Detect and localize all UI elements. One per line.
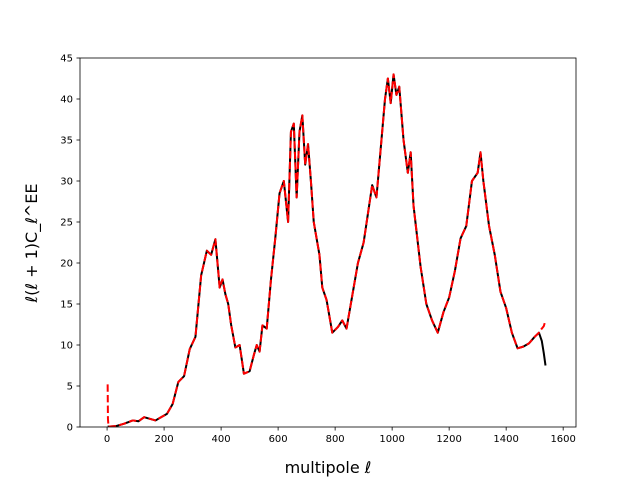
plot-frame bbox=[79, 57, 577, 428]
y-tick-label: 25 bbox=[60, 218, 73, 229]
series-layer bbox=[106, 73, 547, 427]
x-tick-label: 1200 bbox=[436, 434, 461, 445]
y-tick-label: 35 bbox=[60, 136, 73, 147]
x-axis-label: multipole ℓ bbox=[285, 458, 372, 477]
x-tick-label: 1600 bbox=[550, 434, 575, 445]
y-tick-label: 45 bbox=[60, 54, 73, 65]
x-tick-label: 1000 bbox=[379, 434, 404, 445]
x-axis: 0 200 400 600 800 1000 1200 1400 1600 bbox=[104, 427, 576, 445]
x-tick-label: 1400 bbox=[493, 434, 518, 445]
y-tick-label: 0 bbox=[67, 423, 73, 434]
x-tick-label: 600 bbox=[269, 434, 288, 445]
y-axis-label: ℓ(ℓ + 1)C_ℓ^EE bbox=[22, 184, 42, 304]
y-tick-label: 15 bbox=[60, 300, 73, 311]
y-tick-label: 30 bbox=[60, 177, 73, 188]
x-tick-label: 800 bbox=[326, 434, 345, 445]
x-tick-label: 200 bbox=[155, 434, 174, 445]
y-tick-label: 10 bbox=[60, 341, 73, 352]
y-tick-label: 20 bbox=[60, 259, 73, 270]
y-tick-label: 5 bbox=[67, 382, 73, 393]
x-tick-label: 0 bbox=[104, 434, 110, 445]
x-tick-label: 400 bbox=[212, 434, 231, 445]
y-tick-label: 40 bbox=[60, 95, 73, 106]
series-line-2 bbox=[106, 73, 547, 427]
y-axis: 0 5 10 15 20 25 30 35 40 45 bbox=[60, 54, 80, 434]
